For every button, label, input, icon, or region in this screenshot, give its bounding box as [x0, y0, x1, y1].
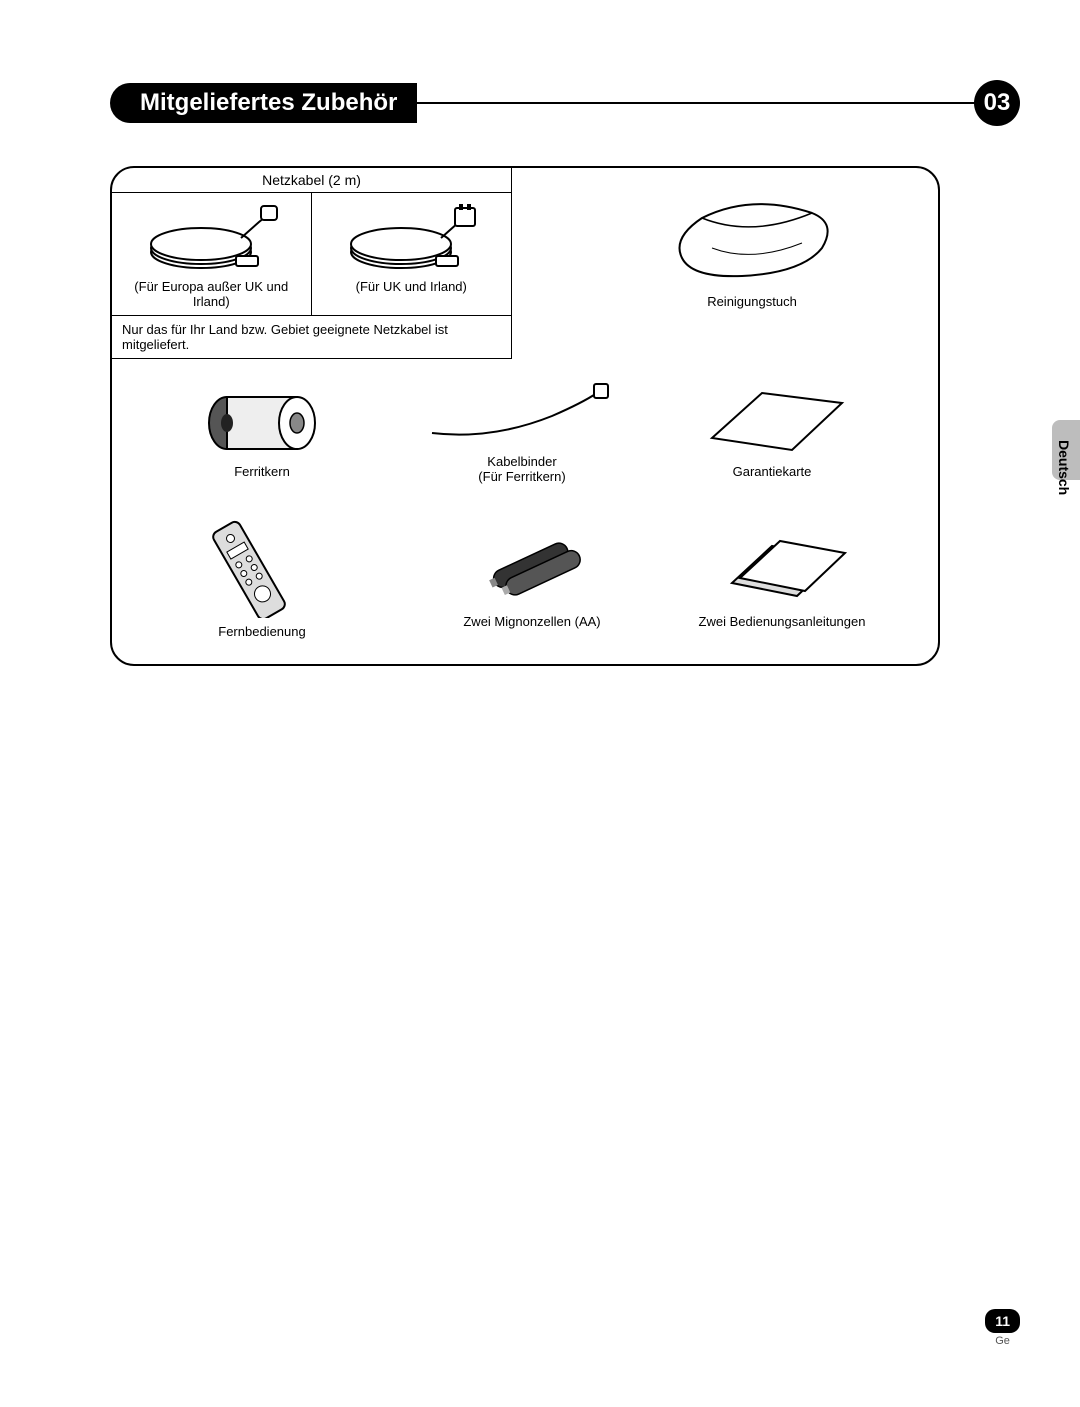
ferrite-core-label: Ferritkern — [162, 464, 362, 479]
cleaning-cloth-icon — [662, 188, 842, 288]
cable-uk-cell: (Für UK und Irland) — [312, 193, 512, 315]
item-manuals: Zwei Bedienungsanleitungen — [662, 528, 902, 629]
item-warranty-card: Garantiekarte — [672, 378, 872, 479]
batteries-label: Zwei Mignonzellen (AA) — [422, 614, 642, 629]
language-label: Deutsch — [1056, 440, 1072, 495]
cable-header: Netzkabel (2 m) — [112, 168, 511, 193]
page-header: Mitgeliefertes Zubehör 03 — [110, 80, 1020, 126]
item-cleaning-cloth: Reinigungstuch — [632, 188, 872, 309]
cleaning-cloth-label: Reinigungstuch — [632, 294, 872, 309]
page-number: 11 — [985, 1309, 1020, 1333]
cable-note: Nur das für Ihr Land bzw. Gebiet geeigne… — [112, 316, 511, 358]
cable-tie-sublabel: (Für Ferritkern) — [412, 469, 632, 484]
cable-eu-icon — [116, 199, 307, 279]
cable-eu-caption: (Für Europa außer UK und Irland) — [116, 279, 307, 309]
page-footer: 11 Ge — [985, 1309, 1020, 1347]
item-ferrite-core: Ferritkern — [162, 378, 362, 479]
ferrite-core-icon — [192, 378, 332, 458]
accessories-box: Netzkabel (2 m) (Für Europa außer UK und… — [110, 166, 940, 666]
item-cable-tie: Kabelbinder (Für Ferritkern) — [412, 378, 632, 484]
batteries-icon — [462, 528, 602, 608]
cable-uk-caption: (Für UK und Irland) — [316, 279, 508, 294]
cable-tie-label: Kabelbinder — [412, 454, 632, 469]
power-cable-section: Netzkabel (2 m) (Für Europa außer UK und… — [112, 168, 512, 359]
page-title: Mitgeliefertes Zubehör — [110, 83, 417, 123]
manuals-label: Zwei Bedienungsanleitungen — [662, 614, 902, 629]
warranty-card-label: Garantiekarte — [672, 464, 872, 479]
cable-uk-icon — [316, 199, 508, 279]
cable-image-row: (Für Europa außer UK und Irland) ( — [112, 193, 511, 316]
chapter-number-badge: 03 — [974, 80, 1020, 126]
remote-control-icon — [187, 508, 337, 618]
warranty-card-icon — [692, 378, 852, 458]
cable-eu-cell: (Für Europa außer UK und Irland) — [112, 193, 312, 315]
item-remote-control: Fernbedienung — [162, 508, 362, 639]
page-language-code: Ge — [985, 1335, 1020, 1347]
manuals-icon — [712, 528, 852, 608]
cable-tie-icon — [422, 378, 622, 448]
item-batteries: Zwei Mignonzellen (AA) — [422, 528, 642, 629]
header-line — [417, 102, 975, 104]
remote-control-label: Fernbedienung — [162, 624, 362, 639]
